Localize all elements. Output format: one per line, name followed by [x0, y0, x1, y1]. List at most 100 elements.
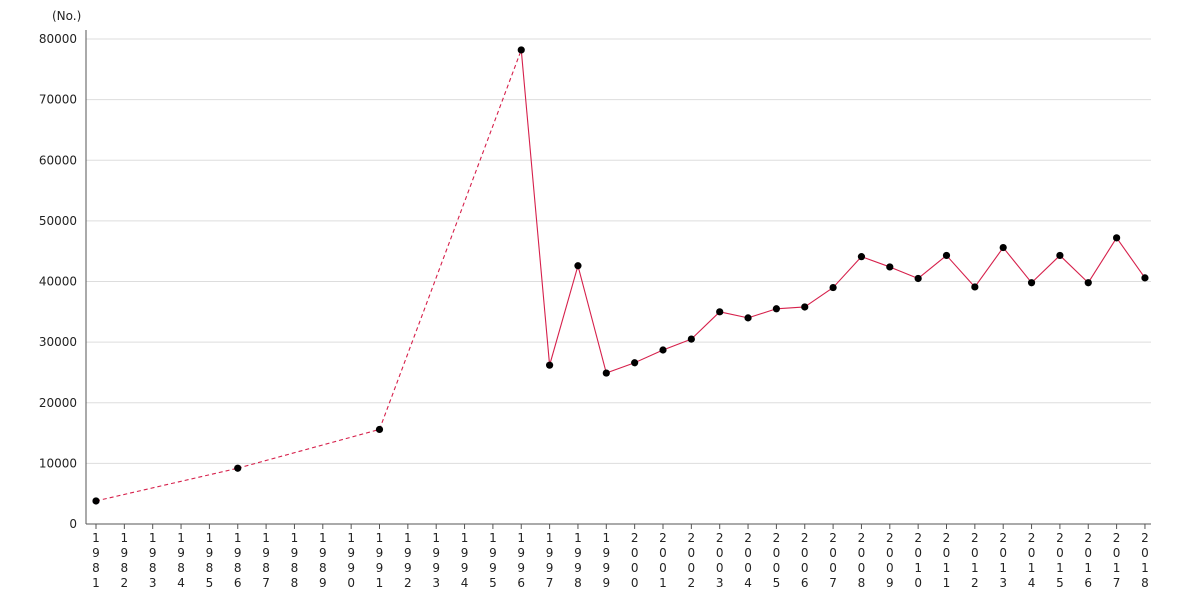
- gridlines: [86, 38, 1151, 464]
- data-point-marker: [1113, 234, 1121, 242]
- x-axis-tick-labels: 1 9 8 1 1 9 8 2 1 9 8 3 1 9 8 4 1 9 8 5 1 9 8 6 1 9 8 7 1 9 8 8 1 9 8 9 1 9 9 0…: [92, 531, 1149, 590]
- data-point-marker: [886, 263, 894, 271]
- y-axis-unit-label: (No.): [52, 9, 81, 23]
- data-point-marker: [602, 369, 610, 377]
- y-tick-label: 40000: [39, 275, 77, 289]
- data-point-marker: [659, 346, 667, 354]
- data-point-marker: [92, 497, 100, 505]
- series-segment: [917, 255, 947, 279]
- data-point-marker: [942, 251, 951, 260]
- series-segment: [606, 362, 635, 374]
- series-segment: [549, 265, 579, 366]
- y-tick-label: 30000: [39, 335, 77, 349]
- series-segment: [520, 49, 551, 366]
- series-segment: [946, 255, 976, 288]
- series-segment: [1002, 247, 1032, 284]
- data-point-marker: [1056, 251, 1064, 260]
- data-point-marker: [546, 361, 554, 369]
- series-segment: [662, 338, 692, 351]
- series-segment: [889, 266, 919, 279]
- series-segment: [1031, 255, 1061, 284]
- data-point-marker: [1141, 274, 1149, 282]
- data-point-marker: [772, 305, 781, 313]
- data-points: [92, 46, 1149, 505]
- data-point-marker: [716, 308, 724, 316]
- data-point-marker: [999, 243, 1007, 252]
- y-tick-label: 70000: [39, 93, 77, 107]
- series-segment-dashed: [237, 428, 380, 469]
- series-segment: [832, 256, 862, 288]
- data-point-marker: [1027, 279, 1036, 287]
- axes: [85, 30, 1151, 529]
- y-tick-label: 20000: [39, 396, 77, 410]
- data-point-marker: [631, 359, 639, 367]
- series-segment: [747, 308, 777, 319]
- data-point-marker: [517, 46, 525, 54]
- series-segment: [634, 349, 664, 364]
- y-tick-label: 80000: [39, 32, 77, 46]
- data-point-marker: [375, 425, 384, 434]
- data-point-marker: [744, 314, 752, 322]
- series-segment: [1087, 237, 1118, 284]
- series-segment: [861, 256, 890, 268]
- data-point-marker: [1084, 279, 1092, 287]
- data-point-marker: [829, 283, 837, 292]
- y-tick-label: 0: [69, 517, 77, 531]
- series-segment: [776, 306, 805, 310]
- y-tick-label: 10000: [39, 456, 77, 470]
- data-point-marker: [971, 283, 979, 291]
- y-tick-label: 50000: [39, 214, 77, 228]
- data-point-marker: [574, 262, 582, 270]
- series-lines: [95, 49, 1146, 502]
- series-segment-dashed: [378, 49, 522, 430]
- series-segment: [577, 265, 607, 374]
- series-segment: [690, 311, 721, 340]
- series-segment: [974, 247, 1004, 288]
- data-point-marker: [914, 274, 922, 283]
- data-point-marker: [801, 303, 809, 311]
- y-tick-label: 60000: [39, 153, 77, 167]
- series-segment-dashed: [95, 467, 238, 502]
- series-segment: [804, 287, 834, 308]
- data-point-marker: [687, 335, 695, 343]
